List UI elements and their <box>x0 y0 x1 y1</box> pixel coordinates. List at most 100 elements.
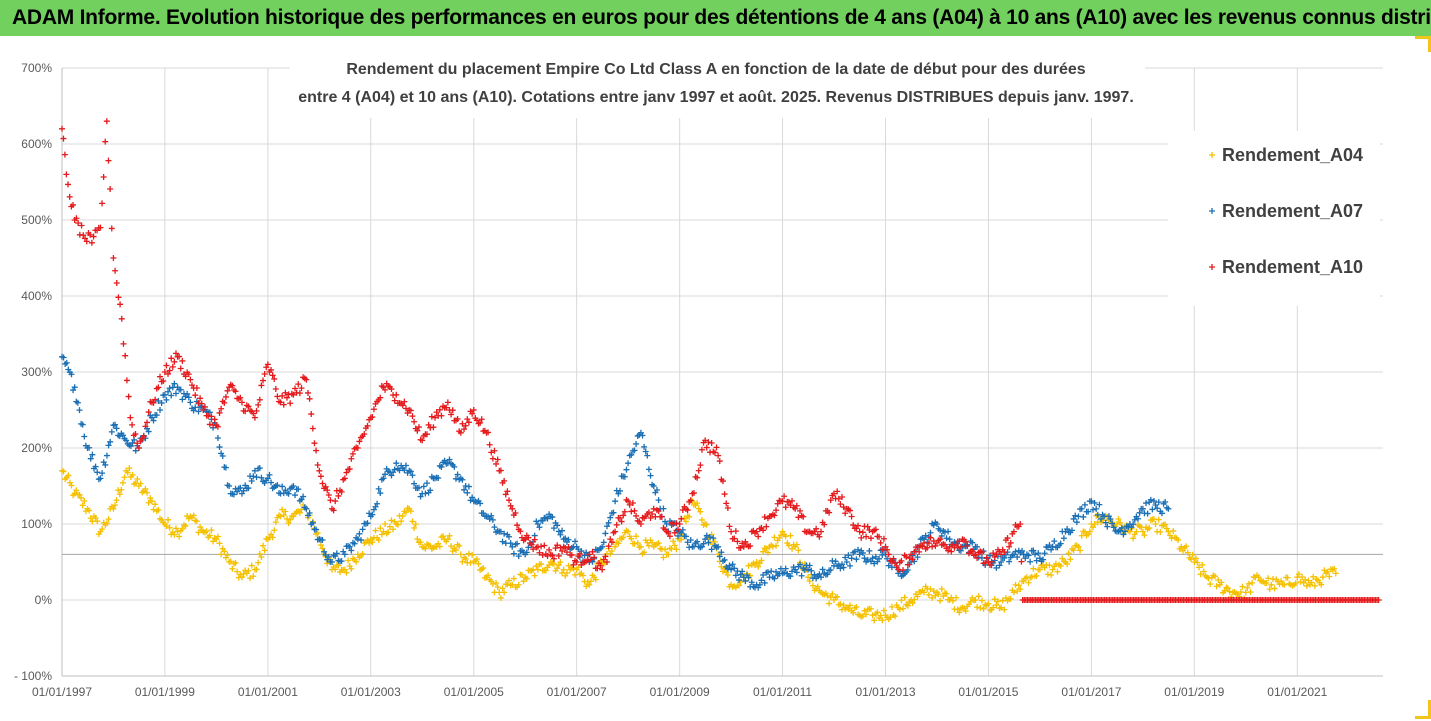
data-point <box>745 562 752 569</box>
data-point <box>703 532 710 539</box>
data-point <box>555 528 562 535</box>
data-point <box>1057 540 1064 547</box>
data-point <box>341 475 348 482</box>
data-point <box>1144 510 1151 517</box>
data-point <box>975 593 982 600</box>
data-point <box>374 500 381 507</box>
data-point <box>144 489 151 496</box>
data-point <box>214 533 221 540</box>
data-point <box>753 559 760 565</box>
data-point <box>115 294 122 301</box>
data-point <box>382 521 389 528</box>
data-point <box>613 521 620 528</box>
data-point <box>402 509 409 516</box>
data-point <box>731 535 738 542</box>
data-point <box>996 562 1003 569</box>
data-point <box>1189 551 1196 558</box>
data-point <box>237 484 244 491</box>
data-point <box>216 444 223 451</box>
data-point <box>258 554 265 561</box>
data-point <box>607 536 614 543</box>
data-point <box>645 466 652 473</box>
data-point <box>864 556 871 563</box>
data-point <box>568 552 575 559</box>
data-point <box>394 521 401 528</box>
data-point <box>68 482 75 489</box>
data-point <box>534 566 541 573</box>
data-point <box>73 487 80 494</box>
data-point <box>380 475 387 482</box>
data-point <box>475 560 482 567</box>
data-point <box>925 591 932 598</box>
data-point <box>501 477 508 484</box>
data-point <box>462 422 469 429</box>
data-point <box>687 537 694 544</box>
data-point <box>1096 501 1103 508</box>
data-point <box>497 467 504 474</box>
data-point <box>71 490 78 497</box>
data-point <box>525 534 532 541</box>
data-point <box>515 581 522 588</box>
data-point <box>1149 506 1156 513</box>
data-point <box>834 593 841 600</box>
data-point <box>296 390 303 397</box>
data-point <box>303 505 310 512</box>
data-point <box>507 540 514 547</box>
data-point <box>422 545 429 552</box>
data-point <box>621 473 628 480</box>
data-point <box>554 565 561 572</box>
data-point <box>565 536 572 543</box>
data-point <box>641 549 648 556</box>
data-point <box>113 497 120 504</box>
data-point <box>282 389 289 396</box>
data-point <box>838 561 845 568</box>
data-point <box>359 526 366 533</box>
data-point <box>941 541 948 548</box>
data-point <box>399 513 406 520</box>
data-point <box>153 412 160 419</box>
data-point <box>550 525 557 532</box>
data-point <box>459 420 466 427</box>
data-point <box>1302 576 1309 583</box>
data-point <box>713 444 720 451</box>
data-point <box>89 451 96 458</box>
data-point <box>219 452 226 459</box>
data-point <box>768 568 775 575</box>
y-tick-label: 0% <box>35 593 53 607</box>
data-point <box>887 614 894 621</box>
data-point <box>898 557 905 564</box>
chart-area: - 100% 0% 100% 200% 300% 400% 500% 600% 700% 01/… <box>0 36 1431 721</box>
data-point <box>163 396 170 403</box>
data-point <box>662 546 669 553</box>
data-point <box>451 463 458 470</box>
data-point <box>464 489 471 496</box>
data-point <box>874 609 881 616</box>
data-point <box>724 505 731 512</box>
data-point <box>718 549 725 556</box>
data-point <box>514 522 521 529</box>
data-point <box>1155 516 1162 523</box>
data-point <box>1046 542 1053 549</box>
data-point <box>279 483 286 490</box>
data-point <box>771 575 778 582</box>
data-point <box>818 528 825 535</box>
data-point <box>506 577 513 584</box>
data-point <box>313 526 320 533</box>
data-point <box>155 506 162 513</box>
data-point <box>843 559 850 565</box>
data-point <box>747 543 754 550</box>
data-point <box>303 376 310 383</box>
data-point <box>1221 587 1228 594</box>
data-point <box>594 565 601 572</box>
data-point <box>846 602 853 609</box>
data-point <box>372 527 379 534</box>
data-point <box>412 521 419 528</box>
data-point <box>954 606 961 613</box>
data-point <box>705 539 712 546</box>
data-point <box>177 365 184 372</box>
data-point <box>1213 583 1220 590</box>
y-tick-label: 200% <box>21 441 52 455</box>
data-point <box>539 551 546 558</box>
data-point <box>773 507 780 514</box>
data-point <box>255 401 262 408</box>
